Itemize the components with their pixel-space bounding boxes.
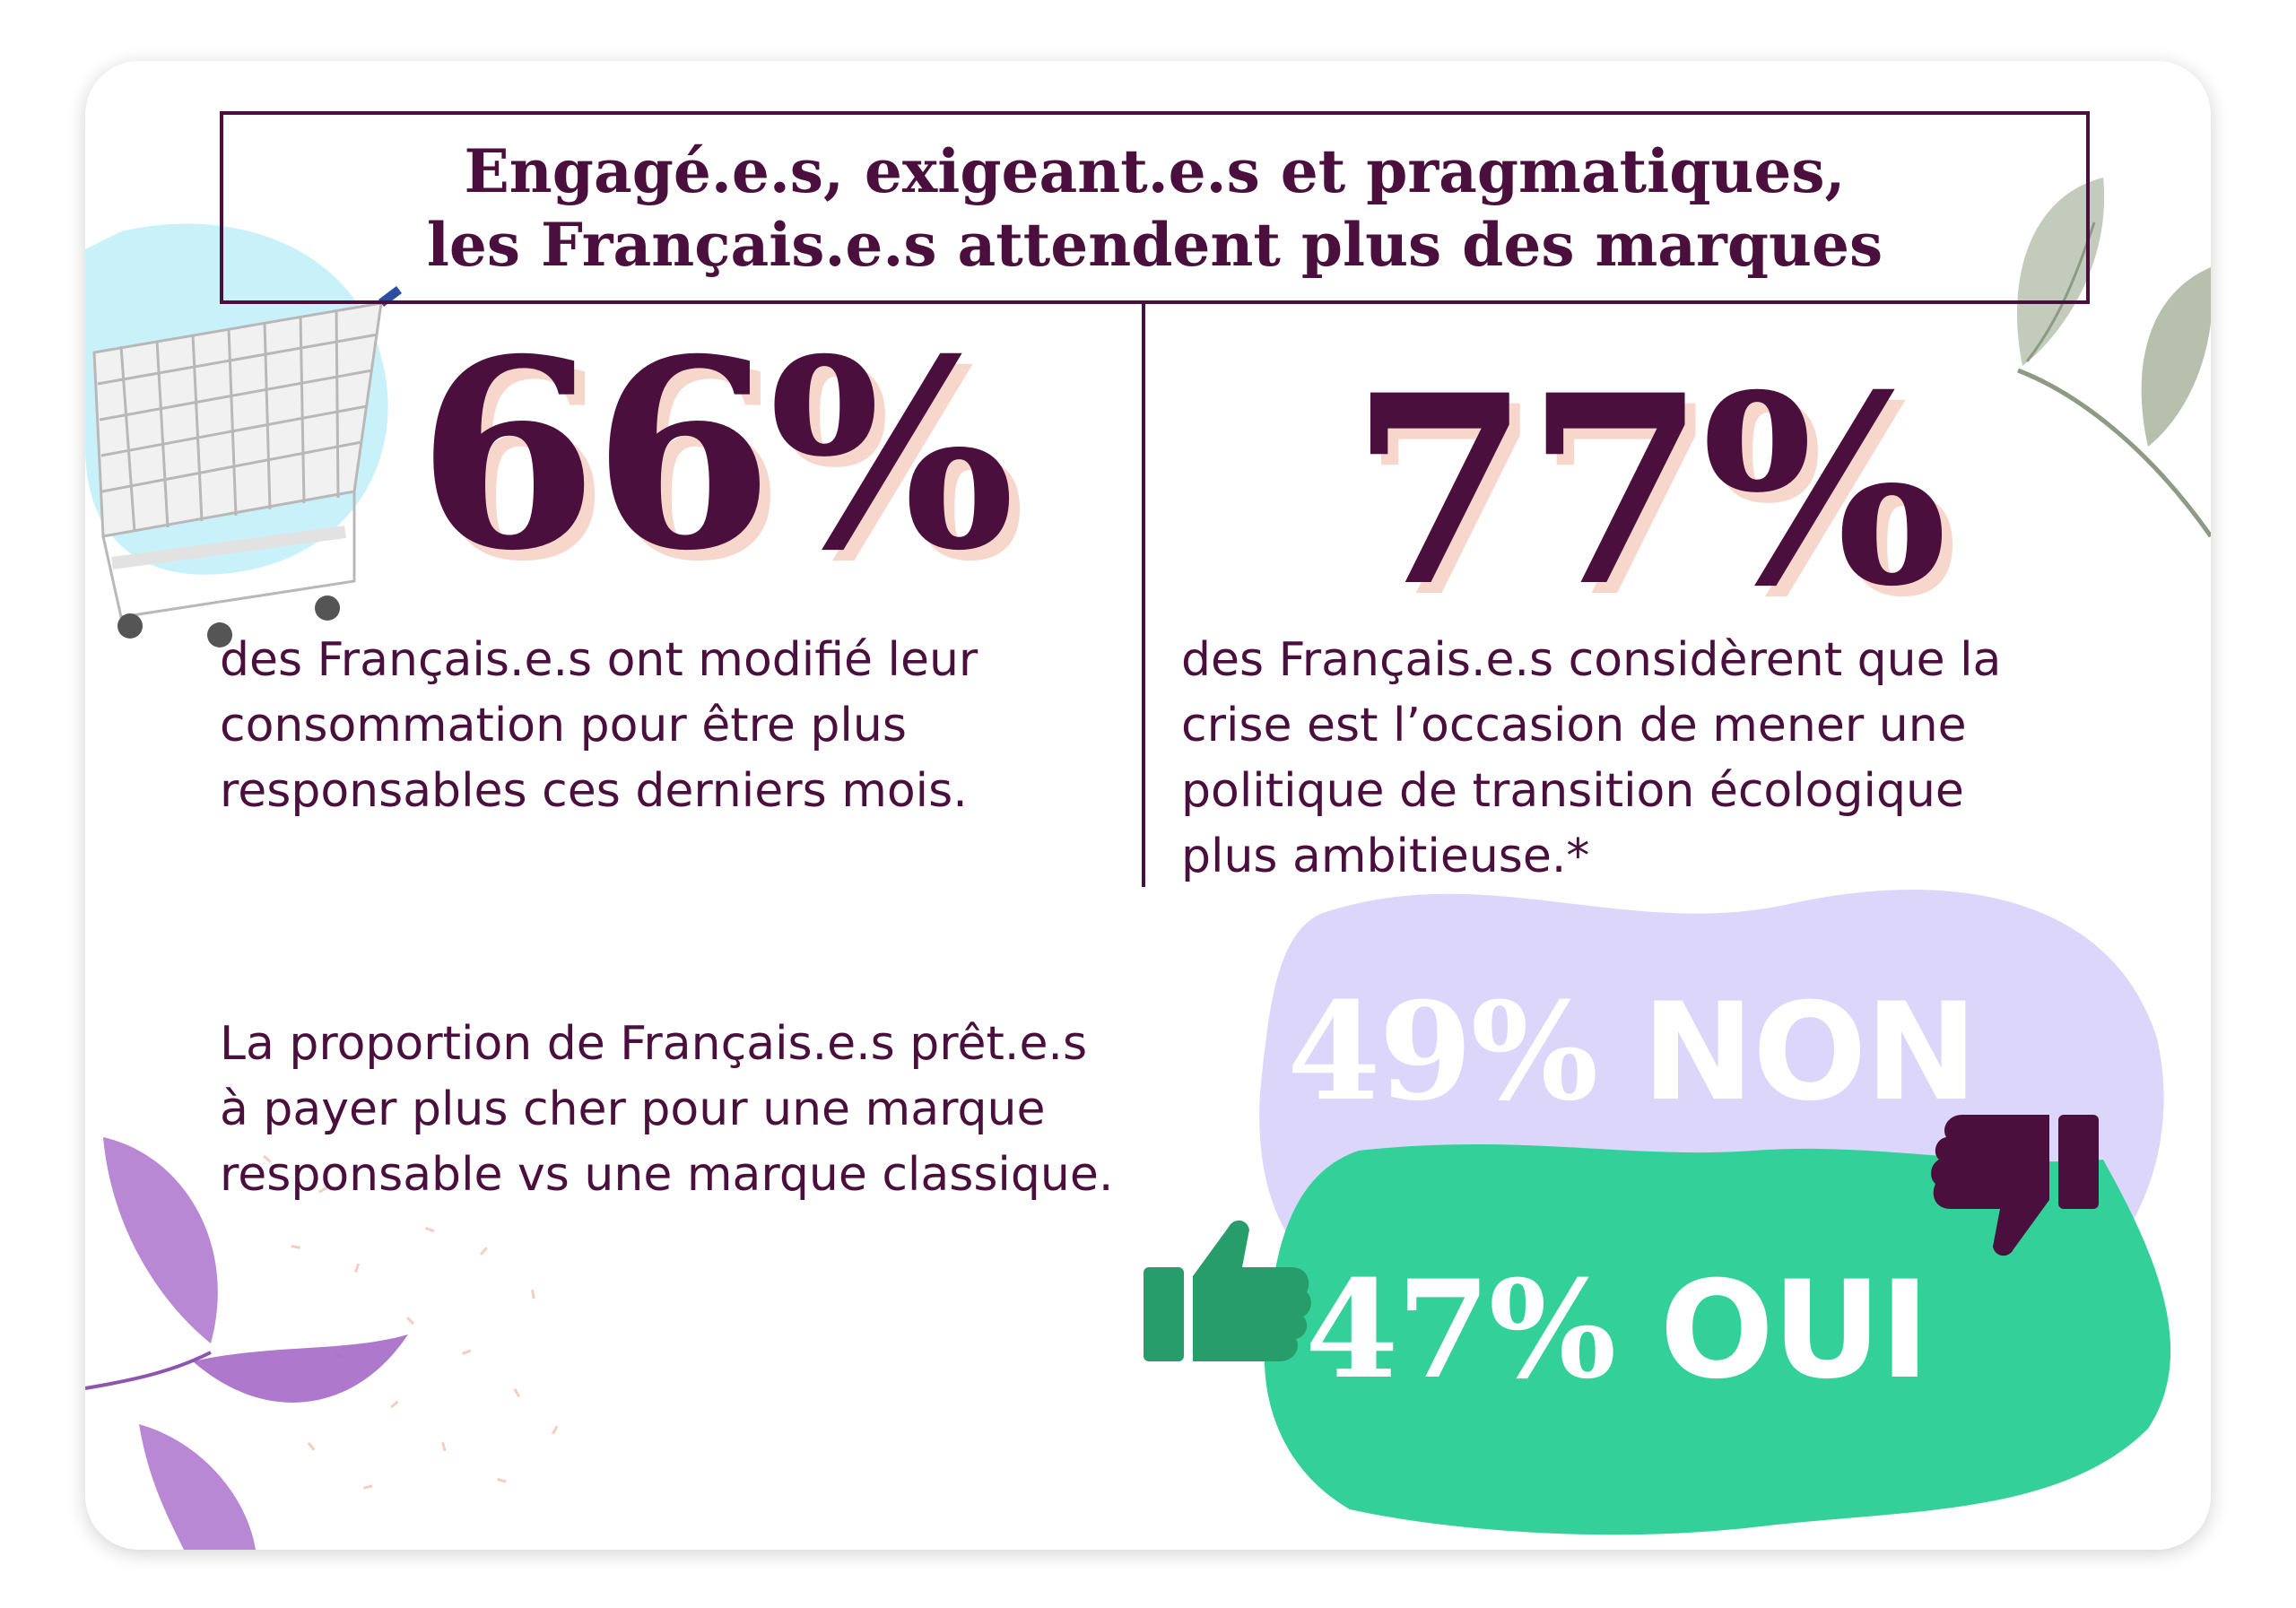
yes-answer-percent: 47% [1305,1251,1616,1409]
no-answer-percent: 49% [1287,973,1598,1131]
stat-66-description-line: responsables ces derniers mois. [220,764,968,818]
stat-77-description-line: plus ambitieuse.* [1181,830,1590,883]
title-box: Engagé.e.s, exigeant.e.s et pragmatiques… [220,111,2090,304]
yes-answer-text: OUI [1659,1253,1930,1409]
stat-66-description-line: consommation pour être plus [220,699,907,752]
survey-question-line: responsable vs une marque classique. [220,1148,1114,1202]
infographic-card: Engagé.e.s, exigeant.e.s et pragmatiques… [85,61,2211,1550]
thumbs-down-icon [1931,1115,2099,1256]
column-divider [1142,304,1145,887]
stat-66-description: des Français.e.s ont modifié leur consom… [220,628,978,824]
survey-question-line: à payer plus cher pour une marque [220,1082,1046,1136]
survey-question-line: La proportion de Français.e.s prêt.e.s [220,1017,1088,1071]
stat-66-value: 66% [417,303,1015,608]
yes-answer-label: 47% OUI [1305,1251,1930,1409]
yes-answer-blob [1264,1143,2171,1535]
survey-question: La proportion de Français.e.s prêt.e.s à… [220,1012,1113,1208]
shopping-cart-icon [92,286,402,648]
stat-77-description-line: crise est l’occasion de mener une [1181,699,1967,752]
stat-77-description-line: des Français.e.s considèrent que la [1181,633,2002,687]
no-answer-text: NON [1641,975,1979,1131]
title-line-1: Engagé.e.s, exigeant.e.s et pragmatiques… [464,135,1846,206]
leaf-decoration-bottom-left [85,1137,559,1550]
stat-66-description-line: des Français.e.s ont modifié leur [220,633,978,687]
thumbs-up-icon [1144,1220,1311,1361]
no-answer-label: 49% NON [1287,973,1979,1131]
stat-77-description-line: politique de transition écologique [1181,764,1964,818]
stat-77-value: 77% [1350,339,1948,644]
title-line-2: les Français.e.s attendent plus des marq… [426,209,1883,280]
stat-77-description: des Français.e.s considèrent que la cris… [1181,628,2001,890]
